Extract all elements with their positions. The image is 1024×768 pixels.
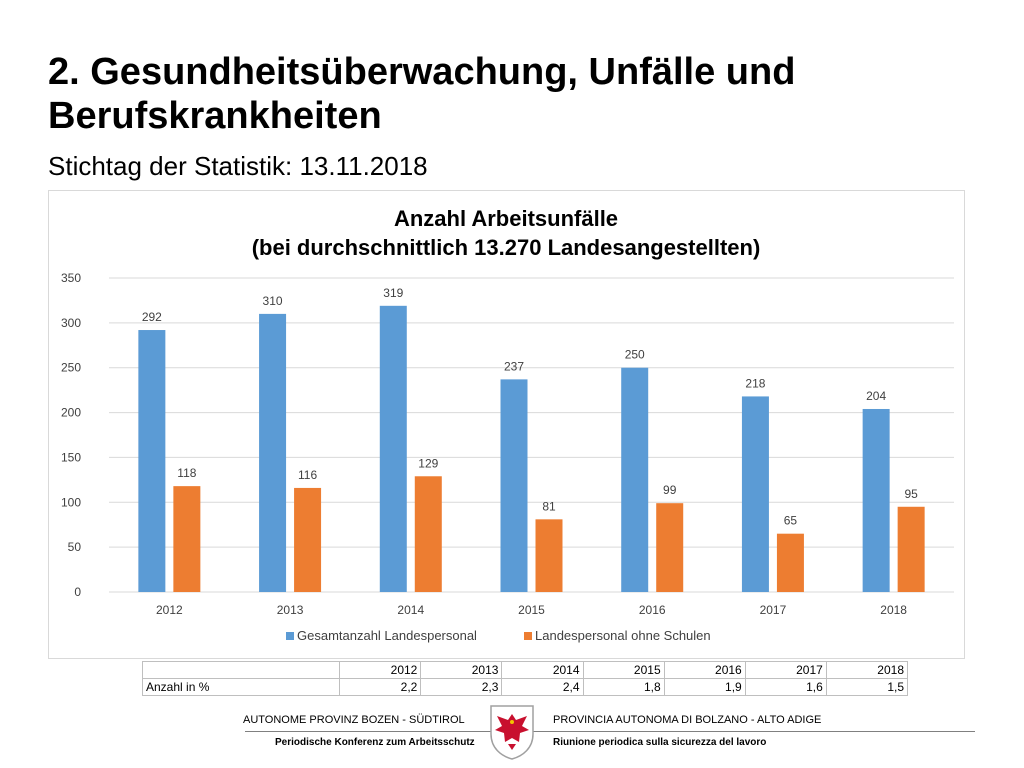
bar: [500, 379, 528, 592]
data-label: 81: [542, 499, 556, 513]
footer-event-de: Periodische Konferenz zum Arbeitsschutz: [275, 737, 475, 748]
footer-event-it: Riunione periodica sulla sicurezza del l…: [553, 737, 767, 748]
y-tick-label: 0: [74, 585, 81, 599]
table-header-row: 2012 2013 2014 2015 2016 2017 2018: [141, 661, 909, 679]
legend-label: Gesamtanzahl Landespersonal: [297, 628, 477, 643]
table-header-cell: 2016: [663, 661, 746, 679]
legend-swatch: [524, 632, 532, 640]
table-cell: 1,8: [582, 678, 665, 696]
data-label: 129: [418, 456, 438, 470]
y-tick-label: 250: [61, 361, 81, 375]
bar-chart: Anzahl Arbeitsunfälle (bei durchschnittl…: [61, 206, 954, 643]
data-label: 218: [745, 376, 765, 390]
data-label: 237: [504, 359, 524, 373]
x-tick-label: 2013: [277, 603, 304, 617]
chart-title: Anzahl Arbeitsunfälle: [394, 206, 618, 231]
legend-label: Landespersonal ohne Schulen: [535, 628, 711, 643]
data-label: 204: [866, 389, 886, 403]
table-header-cell: [141, 661, 341, 679]
y-tick-label: 150: [61, 450, 81, 464]
data-label: 99: [663, 483, 677, 497]
footer-org-it: PROVINCIA AUTONOMA DI BOLZANO - ALTO ADI…: [553, 714, 822, 726]
data-label: 292: [142, 310, 162, 324]
data-label: 310: [263, 294, 283, 308]
bar: [656, 503, 684, 592]
table-cell: 2,2: [339, 678, 422, 696]
bar: [897, 506, 925, 592]
bar: [294, 487, 322, 592]
x-tick-label: 2016: [639, 603, 666, 617]
table-header-cell: 2017: [744, 661, 827, 679]
table-header-cell: 2014: [501, 661, 584, 679]
data-label: 95: [904, 487, 918, 501]
data-label: 319: [383, 286, 403, 300]
x-tick-label: 2017: [760, 603, 787, 617]
data-label: 118: [177, 466, 196, 480]
y-tick-label: 350: [61, 271, 81, 285]
data-label: 65: [784, 514, 798, 528]
bar: [173, 486, 201, 592]
table-cell: 1,5: [825, 678, 909, 696]
bar: [535, 519, 563, 592]
table-cell: 2,3: [420, 678, 503, 696]
chart-container: Anzahl Arbeitsunfälle (bei durchschnittl…: [48, 190, 965, 659]
table-header-cell: 2012: [339, 661, 422, 679]
table-header-cell: 2015: [582, 661, 665, 679]
legend-swatch: [286, 632, 294, 640]
eagle-coat-of-arms-icon: [490, 705, 534, 760]
bar: [862, 408, 890, 592]
bar: [621, 367, 649, 592]
x-tick-label: 2015: [518, 603, 545, 617]
table-header-cell: 2013: [420, 661, 503, 679]
footer-divider: [245, 731, 975, 732]
bar: [414, 476, 442, 592]
y-tick-label: 200: [61, 406, 81, 420]
y-tick-label: 300: [61, 316, 81, 330]
slide-title: 2. Gesundheitsüberwachung, Unfälle und B…: [48, 51, 796, 137]
table-cell: 1,6: [744, 678, 827, 696]
footer-org-de: AUTONOME PROVINZ BOZEN - SÜDTIROL: [243, 714, 465, 726]
table-header-cell: 2018: [825, 661, 909, 679]
table-row: Anzahl in % 2,2 2,3 2,4 1,8 1,9 1,6 1,5: [141, 678, 909, 696]
x-tick-label: 2014: [397, 603, 424, 617]
bar: [379, 305, 407, 592]
bar: [138, 330, 166, 592]
chart-subtitle: (bei durchschnittlich 13.270 Landesanges…: [252, 235, 761, 260]
bar: [776, 533, 804, 592]
bar: [741, 396, 769, 592]
table-cell: 1,9: [663, 678, 746, 696]
y-tick-label: 100: [61, 495, 81, 509]
y-tick-label: 50: [68, 540, 82, 554]
table-cell: 2,4: [501, 678, 584, 696]
x-tick-label: 2012: [156, 603, 183, 617]
percentage-table: 2012 2013 2014 2015 2016 2017 2018 Anzah…: [141, 661, 909, 696]
slide-subtitle: Stichtag der Statistik: 13.11.2018: [48, 151, 428, 181]
data-label: 250: [625, 348, 645, 362]
x-tick-label: 2018: [880, 603, 907, 617]
table-row-label: Anzahl in %: [141, 678, 341, 696]
data-label: 116: [298, 468, 317, 482]
bar: [259, 313, 287, 592]
